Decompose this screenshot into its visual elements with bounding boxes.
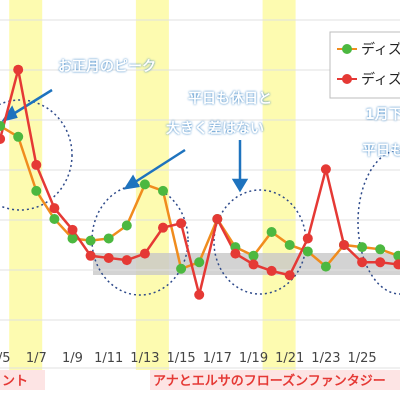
series-2-point-1-19: [248, 259, 259, 270]
annotation-right-2: 平日も: [362, 143, 400, 159]
x-tick-label-1-21: 1/21: [275, 351, 304, 366]
legend-label-2: ディズ: [361, 71, 400, 88]
x-tick-label-1-17: 1/17: [203, 351, 232, 366]
x-tick-labels: 1/5 1/7 1/9 1/11 1/13 1/15 1/17 1/19 1/21 1/23 1/2…: [0, 351, 377, 366]
ellipse-right: [357, 149, 400, 295]
series-1-point-1-16: [194, 257, 205, 268]
ellipse-peak: [0, 99, 73, 211]
series-2-point-1-16: [194, 289, 205, 300]
series-1-point-1-11: [103, 233, 114, 244]
x-tick-label-1-19: 1/19: [239, 351, 268, 366]
series-2-point-1-10: [85, 250, 96, 261]
x-tick-label-1-25: 1/25: [347, 351, 376, 366]
annotation-weekday-2: 大きく差はない: [166, 121, 264, 137]
highlight-column-1-20: [262, 0, 296, 370]
bottom-label-left: ント: [2, 374, 28, 389]
annotation-weekday-1: 平日も休日と: [188, 91, 272, 107]
series-2-point-1-26: [375, 257, 386, 268]
x-tick-label-1-9: 1/9: [62, 351, 83, 366]
series-2-point-1-17: [212, 214, 223, 224]
bottom-label-right: アナとエルサのフローズンファンタジー: [153, 373, 386, 389]
series-1-point-1-23: [320, 261, 331, 272]
x-tick-label-1-7: 1/7: [26, 351, 47, 366]
x-tick-label-1-13: 1/13: [130, 351, 159, 366]
series-2-point-1-24: [339, 239, 349, 250]
series-2-point-1-25: [357, 257, 368, 268]
series-2-point-1-8: [49, 203, 60, 214]
series-2-point-1-12: [121, 255, 132, 266]
series-1-point-1-13: [139, 179, 150, 190]
series-1-point-1-7: [31, 185, 42, 196]
series-line-1: [0, 124, 399, 271]
series-1-point-1-8: [49, 214, 60, 224]
highlight-columns: [9, 0, 296, 370]
annotation-peak: お正月のピーク: [58, 59, 156, 75]
series-2-point-1-6: [13, 64, 24, 75]
series-markers: [0, 64, 400, 300]
bottom-strip-right: [150, 370, 400, 390]
series-line-2: [0, 69, 399, 296]
legend-marker-1: [342, 44, 352, 54]
x-tick-label-1-5: 1/5: [0, 351, 11, 366]
series-1-point-1-22: [302, 246, 313, 257]
series-2-point-1-20: [266, 265, 277, 276]
series-1-point-1-26: [375, 244, 386, 255]
series-1-point-1-14: [158, 185, 168, 196]
series-2-point-1-23: [320, 164, 331, 175]
legend-box: [329, 31, 400, 99]
series-1-point-1-9: [67, 233, 78, 244]
bottom-strip-left: [0, 370, 45, 390]
series-1-point-1-20: [266, 226, 277, 237]
x-tick-label-1-11: 1/11: [94, 351, 123, 366]
series-1-point-1-5: [0, 120, 6, 131]
series-2-point-1-22: [302, 233, 313, 244]
series-1-point-1-12: [121, 220, 132, 231]
x-tick-label-1-23: 1/23: [311, 351, 340, 366]
x-tick-label-1-15: 1/15: [166, 351, 195, 366]
legend: ディズ ディズ: [329, 31, 400, 99]
series-2-point-1-11: [103, 252, 114, 263]
series-1-point-1-15: [176, 263, 187, 274]
series-2-point-1-27: [393, 259, 400, 270]
legend-marker-2: [342, 74, 352, 84]
series-2-point-1-15: [176, 218, 187, 229]
series-2-point-1-13: [139, 248, 150, 259]
series-2-point-1-18: [230, 248, 241, 259]
series-2-point-1-21: [284, 270, 295, 281]
callout-arrows: [1, 88, 249, 193]
series-1-point-1-10: [85, 235, 96, 246]
series-2-point-1-5: [0, 133, 6, 144]
series-2-point-1-7: [31, 159, 42, 170]
series-1-point-1-21: [284, 239, 295, 250]
series-2-point-1-9: [67, 224, 78, 235]
series-1-point-1-6: [13, 131, 24, 142]
highlight-column-1-6: [9, 0, 43, 370]
legend-label-1: ディズ: [361, 41, 400, 58]
series-1-point-1-25: [357, 242, 368, 253]
series-2-point-1-14: [158, 222, 168, 233]
annotation-right-1: 1月下: [365, 107, 400, 123]
series-1-point-1-19: [248, 250, 259, 261]
series-1-point-1-27: [393, 250, 400, 261]
